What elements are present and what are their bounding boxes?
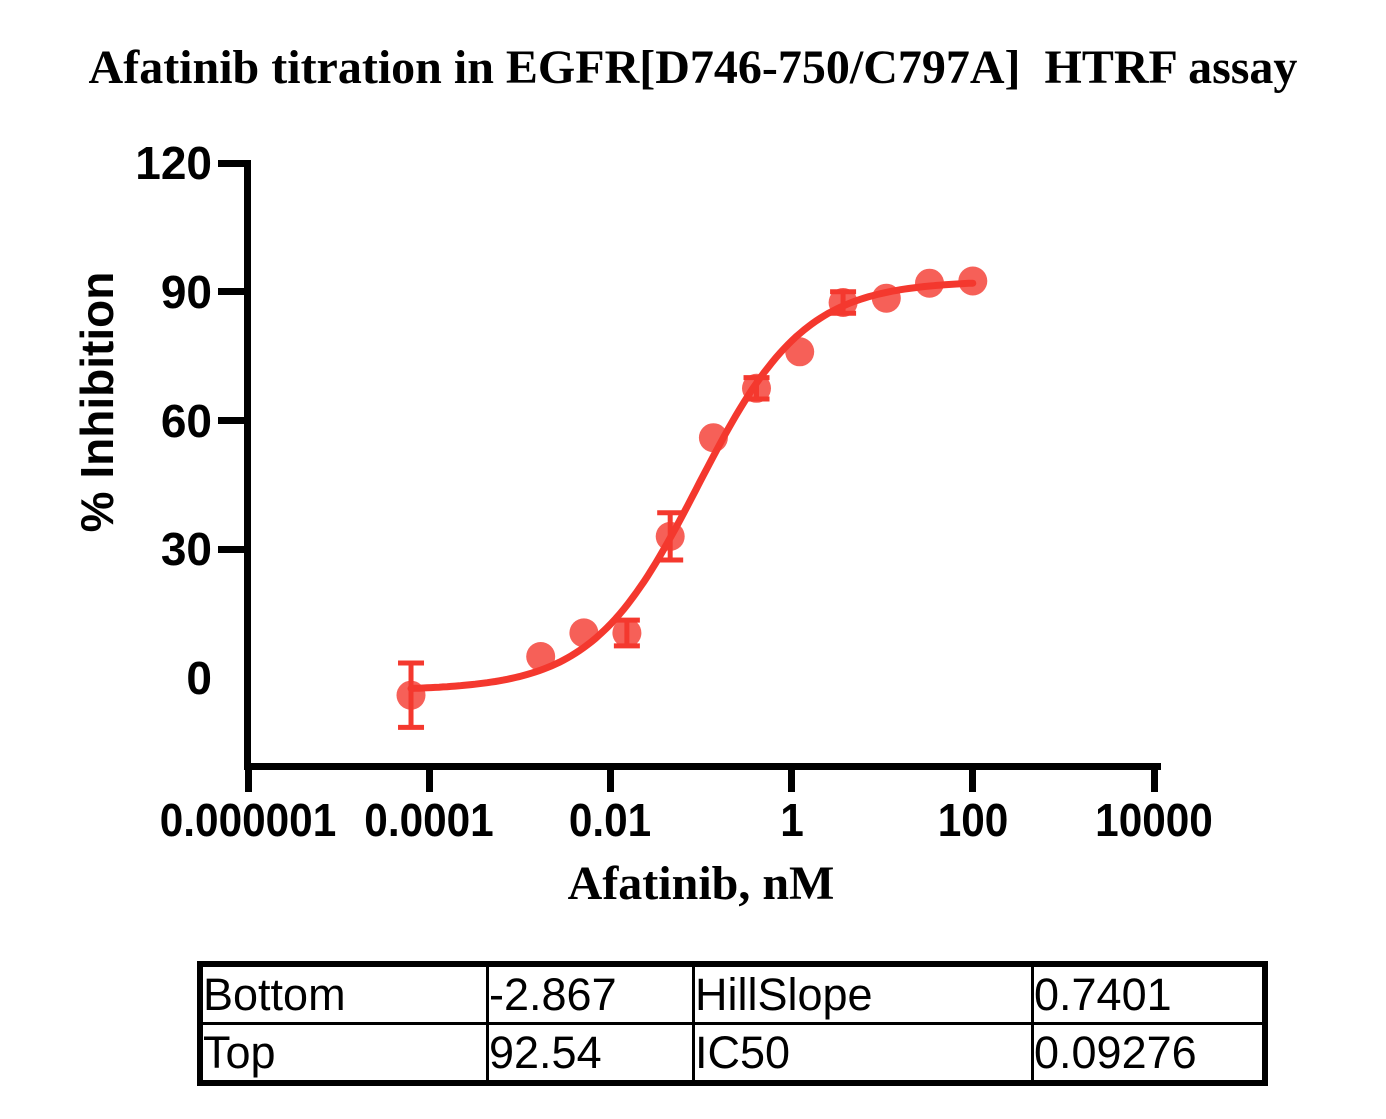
x-tick-mark	[244, 770, 252, 792]
param-name-hillslope: HillSlope	[692, 962, 1034, 1025]
x-tick-label: 100	[937, 794, 1009, 846]
x-tick-mark	[1150, 770, 1158, 792]
table-row: Bottom -2.867 HillSlope 0.7401	[198, 962, 1267, 1025]
data-point	[915, 268, 944, 298]
y-tick-label: 90	[160, 265, 212, 318]
x-tick-mark	[425, 770, 433, 792]
error-bar	[657, 510, 684, 563]
x-tick-mark	[606, 770, 614, 792]
data-point	[871, 283, 901, 313]
fit-results-table: Bottom -2.867 HillSlope 0.7401 Top 92.54…	[197, 961, 1268, 1086]
y-tick-label: 30	[160, 523, 212, 576]
error-bar	[613, 617, 640, 649]
param-value-ic50: 0.09276	[1031, 1022, 1267, 1085]
param-name-top: Top	[198, 1022, 489, 1085]
x-axis-title: Afatinib, nM	[567, 857, 835, 910]
y-tick-mark	[218, 417, 245, 424]
x-tick-label: 10000	[1095, 794, 1213, 846]
param-name-bottom: Bottom	[198, 962, 489, 1025]
data-point	[526, 642, 556, 671]
y-axis-title: % Inhibition	[71, 271, 123, 533]
param-value-bottom: -2.867	[486, 962, 695, 1025]
x-tick-label: 0.0001	[364, 794, 494, 846]
data-point	[655, 521, 685, 551]
x-tick-label: 0.000001	[159, 794, 337, 846]
data-point	[785, 337, 815, 367]
data-point	[958, 266, 988, 296]
x-tick-mark	[788, 770, 796, 792]
data-point	[612, 618, 642, 648]
y-tick-label: 0	[186, 652, 212, 704]
y-tick-mark	[218, 288, 245, 296]
y-tick-label: 120	[135, 137, 212, 189]
y-tick-mark	[218, 545, 245, 553]
x-tick-label: 1	[779, 794, 804, 846]
fit-curve	[407, 279, 977, 692]
data-point	[396, 680, 426, 710]
table-row: Top 92.54 IC50 0.09276	[198, 1022, 1267, 1085]
param-value-top: 92.54	[486, 1022, 695, 1085]
x-tick-label: 0.01	[569, 794, 652, 846]
data-point	[742, 373, 771, 403]
x-tick-mark	[969, 770, 977, 792]
y-tick-mark	[218, 159, 245, 167]
param-value-hillslope: 0.7401	[1031, 962, 1267, 1025]
param-name-ic50: IC50	[692, 1022, 1034, 1085]
data-point	[828, 288, 858, 317]
data-point	[569, 618, 599, 648]
error-bar	[743, 375, 770, 402]
y-tick-label: 60	[160, 394, 212, 447]
error-bar	[830, 289, 857, 316]
chart-title: Afatinib titration in EGFR[D746-750/C797…	[88, 41, 1298, 94]
error-bar	[398, 660, 425, 730]
x-axis-line	[244, 763, 1161, 770]
data-point	[698, 423, 728, 453]
y-axis-line	[244, 160, 251, 770]
